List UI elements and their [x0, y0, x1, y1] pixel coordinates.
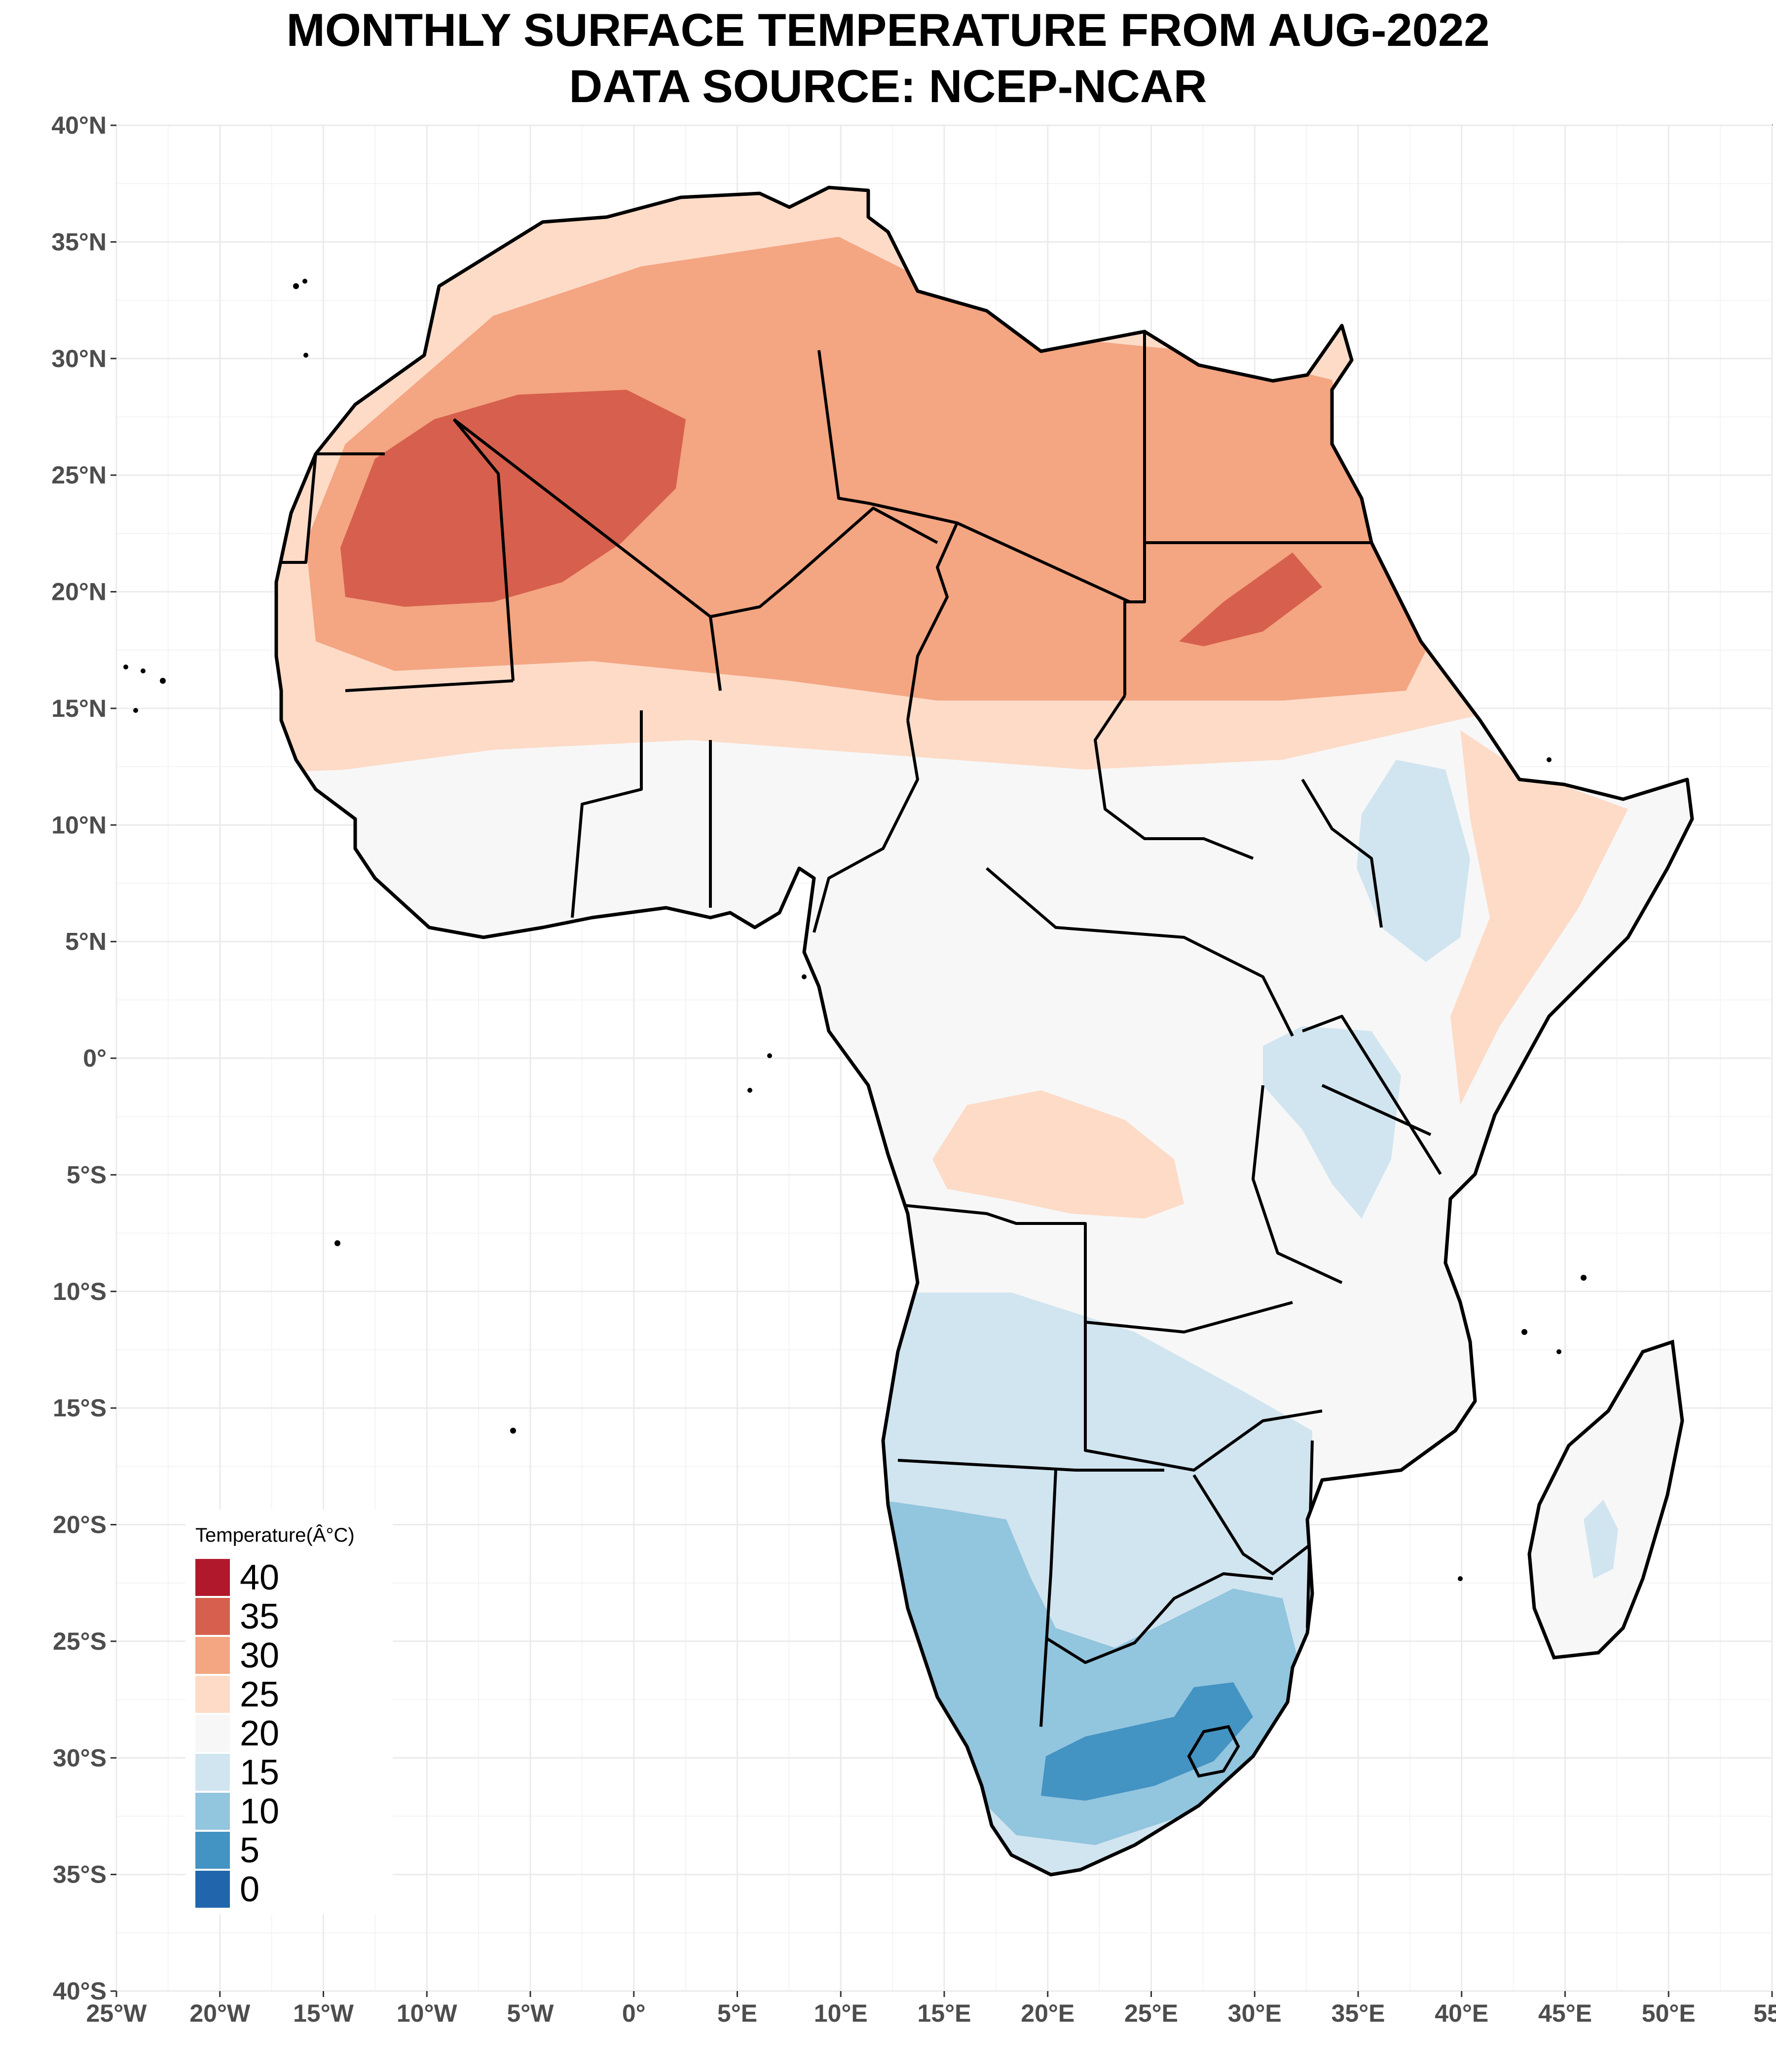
- y-tick-label: 5°S: [67, 1161, 107, 1188]
- legend-swatch: [195, 1754, 230, 1791]
- y-tick-label: 25°N: [51, 461, 107, 489]
- legend-swatch: [195, 1598, 230, 1635]
- y-tick-label: 15°S: [53, 1394, 107, 1422]
- y-tick-label: 30°N: [51, 345, 107, 372]
- map-title-line-2: DATA SOURCE: NCEP-NCAR: [569, 60, 1207, 112]
- legend-label: 25: [240, 1675, 279, 1714]
- legend-swatch: [195, 1676, 230, 1713]
- y-tick-label: 35°S: [53, 1861, 107, 1888]
- lesotho-border: [1187, 1725, 1240, 1778]
- madagascar: [1527, 1339, 1684, 1660]
- zone-25C-horn: [1450, 730, 1628, 1105]
- zone-5C-south: [1041, 1682, 1253, 1801]
- y-axis-tick-labels: 40°N 35°N 30°N 25°N 20°N 15°N 10°N 5°N 0° 5°S 10°S…: [51, 111, 116, 2005]
- x-tick-label: 25°E: [1124, 1999, 1178, 2027]
- legend-label: 20: [240, 1714, 279, 1753]
- legend-label: 10: [240, 1792, 279, 1831]
- x-tick-label: 15°W: [293, 1999, 354, 2027]
- y-tick-label: 20°N: [51, 578, 107, 606]
- madagascar-cool-zone: [1584, 1500, 1618, 1579]
- zone-15C-ethiopia: [1357, 760, 1470, 962]
- legend-label: 0: [240, 1870, 259, 1909]
- y-tick-label: 30°S: [53, 1744, 107, 1772]
- map-title-line-1: MONTHLY SURFACE TEMPERATURE FROM AUG-202…: [286, 4, 1490, 56]
- x-tick-label: 20°E: [1021, 1999, 1074, 2027]
- x-tick-label: 20°W: [189, 1999, 251, 2027]
- y-tick-label: 0°: [83, 1044, 107, 1072]
- legend-swatch: [195, 1793, 230, 1830]
- y-tick-label: 35°N: [51, 228, 107, 256]
- legend-label: 30: [240, 1636, 279, 1675]
- y-tick-label: 40°S: [53, 1977, 107, 2005]
- legend-label: 5: [240, 1831, 259, 1870]
- x-axis-tick-labels: 25°W 20°W 15°W 10°W 5°W 0° 5°E 10°E 15°E 20°E 25°E…: [86, 1991, 1776, 2027]
- x-tick-label: 35°E: [1332, 1999, 1385, 2027]
- legend-title: Temperature(Â°C): [195, 1524, 355, 1546]
- zone-30C-north: [306, 237, 1431, 701]
- y-tick-label: 10°N: [51, 811, 107, 839]
- legend-label: 15: [240, 1753, 279, 1792]
- legend-swatch: [195, 1715, 230, 1752]
- zone-35C-west-sahara: [340, 390, 686, 607]
- legend-swatch: [195, 1559, 230, 1596]
- islands: [123, 279, 1587, 1581]
- x-tick-label: 30°E: [1228, 1999, 1282, 2027]
- y-tick-label: 10°S: [53, 1278, 107, 1305]
- legend-label: 40: [240, 1558, 279, 1597]
- y-tick-label: 5°N: [65, 928, 107, 956]
- x-tick-label: 40°E: [1435, 1999, 1488, 2027]
- x-tick-label: 0°: [622, 1999, 646, 2027]
- zone-35C-sudan: [1179, 553, 1322, 646]
- legend-swatch: [195, 1832, 230, 1869]
- x-tick-label: 55°: [1753, 1999, 1776, 2027]
- legend-swatch: [195, 1637, 230, 1674]
- x-tick-label: 5°E: [717, 1999, 757, 2027]
- x-tick-label: 15°E: [918, 1999, 971, 2027]
- y-tick-label: 40°N: [51, 111, 107, 139]
- y-tick-label: 15°N: [51, 695, 107, 722]
- x-tick-label: 45°E: [1538, 1999, 1592, 2027]
- x-tick-label: 10°W: [397, 1999, 458, 2027]
- legend-swatch: [195, 1871, 230, 1908]
- zone-25C-congo: [932, 1090, 1184, 1219]
- y-tick-label: 25°S: [53, 1628, 107, 1655]
- zone-15C-east-africa: [1263, 1026, 1401, 1219]
- x-tick-label: 50°E: [1642, 1999, 1696, 2027]
- x-tick-label: 25°W: [86, 1999, 148, 2027]
- x-tick-label: 10°E: [814, 1999, 868, 2027]
- legend-label: 35: [240, 1597, 279, 1636]
- y-tick-label: 20°S: [53, 1511, 107, 1539]
- x-tick-label: 5°W: [507, 1999, 555, 2027]
